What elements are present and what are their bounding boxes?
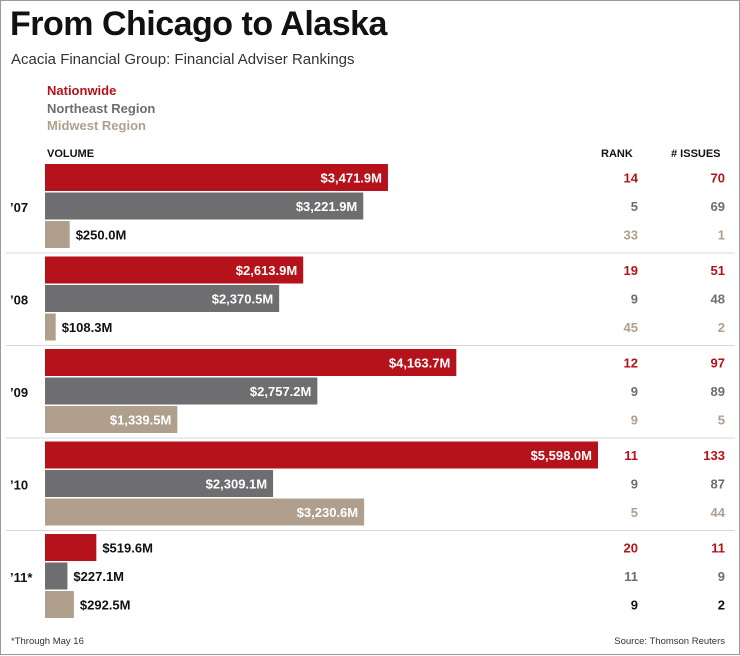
value-label-midwest-3: $3,230.6M bbox=[297, 505, 358, 520]
issues-northeast-1: 48 bbox=[711, 292, 725, 307]
rank-nationwide-3: 11 bbox=[624, 448, 638, 463]
value-label-northeast-4: $227.1M bbox=[73, 569, 124, 584]
rank-nationwide-1: 19 bbox=[624, 263, 638, 278]
bar-nationwide-2 bbox=[45, 349, 457, 376]
rank-midwest-3: 5 bbox=[631, 505, 638, 520]
bar-midwest-1 bbox=[45, 313, 56, 341]
year-label-1: ’08 bbox=[10, 292, 28, 307]
rank-nationwide-4: 20 bbox=[624, 541, 638, 556]
rank-nationwide-2: 12 bbox=[624, 356, 638, 371]
bar-midwest-4 bbox=[45, 591, 74, 618]
issues-nationwide-3: 133 bbox=[703, 448, 725, 463]
legend-midwest: Midwest Region bbox=[47, 118, 146, 133]
bar-midwest-3 bbox=[45, 498, 365, 526]
bar-northeast-0 bbox=[45, 192, 364, 220]
bar-northeast-4 bbox=[45, 562, 68, 590]
rank-midwest-4: 9 bbox=[631, 598, 638, 613]
issues-nationwide-4: 11 bbox=[711, 541, 725, 556]
rank-midwest-2: 9 bbox=[631, 413, 638, 428]
issues-nationwide-0: 70 bbox=[711, 171, 725, 186]
column-header-rank: RANK bbox=[601, 148, 633, 160]
issues-midwest-3: 44 bbox=[711, 505, 726, 520]
bar-northeast-2 bbox=[45, 377, 318, 405]
issues-midwest-4: 2 bbox=[718, 598, 725, 613]
value-label-northeast-3: $2,309.1M bbox=[206, 477, 267, 492]
value-label-northeast-2: $2,757.2M bbox=[250, 384, 311, 399]
chart-title: From Chicago to Alaska bbox=[10, 5, 387, 43]
rank-northeast-1: 9 bbox=[631, 292, 638, 307]
value-label-midwest-1: $108.3M bbox=[62, 320, 113, 335]
rank-northeast-0: 5 bbox=[631, 199, 638, 214]
value-label-nationwide-1: $2,613.9M bbox=[236, 263, 297, 278]
bar-midwest-0 bbox=[45, 221, 70, 248]
issues-nationwide-2: 97 bbox=[711, 356, 725, 371]
issues-midwest-1: 2 bbox=[718, 320, 725, 335]
column-header-volume: VOLUME bbox=[47, 148, 95, 160]
rank-midwest-1: 45 bbox=[624, 320, 638, 335]
issues-nationwide-1: 51 bbox=[711, 263, 725, 278]
value-label-midwest-4: $292.5M bbox=[80, 598, 131, 613]
rank-northeast-2: 9 bbox=[631, 384, 638, 399]
year-label-2: ’09 bbox=[10, 385, 28, 400]
year-label-3: ’10 bbox=[10, 477, 28, 492]
value-label-northeast-1: $2,370.5M bbox=[212, 292, 273, 307]
bar-northeast-1 bbox=[45, 285, 280, 312]
issues-midwest-2: 5 bbox=[718, 413, 725, 428]
bar-nationwide-0 bbox=[45, 164, 388, 191]
issues-northeast-4: 9 bbox=[718, 569, 725, 584]
rank-northeast-4: 11 bbox=[624, 569, 638, 584]
bar-nationwide-4 bbox=[45, 534, 97, 561]
issues-midwest-0: 1 bbox=[718, 228, 725, 243]
rank-midwest-0: 33 bbox=[624, 228, 638, 243]
year-label-0: ’07 bbox=[10, 200, 28, 215]
year-label-4: ’11* bbox=[10, 570, 33, 585]
value-label-nationwide-3: $5,598.0M bbox=[531, 448, 592, 463]
value-label-midwest-0: $250.0M bbox=[76, 228, 127, 243]
column-header-issues: # ISSUES bbox=[671, 148, 721, 160]
value-label-nationwide-4: $519.6M bbox=[102, 541, 153, 556]
legend-northeast: Northeast Region bbox=[47, 100, 156, 116]
legend-nationwide: Nationwide bbox=[47, 83, 117, 98]
source-note: Source: Thomson Reuters bbox=[614, 636, 725, 647]
legend: Nationwide Northeast Region Midwest Regi… bbox=[47, 82, 155, 135]
bar-nationwide-1 bbox=[45, 256, 304, 284]
rank-northeast-3: 9 bbox=[631, 477, 638, 492]
footnote: *Through May 16 bbox=[11, 636, 84, 647]
issues-northeast-0: 69 bbox=[711, 199, 725, 214]
bar-northeast-3 bbox=[45, 470, 274, 497]
issues-northeast-3: 87 bbox=[711, 477, 725, 492]
value-label-nationwide-0: $3,471.9M bbox=[321, 171, 382, 186]
value-label-nationwide-2: $4,163.7M bbox=[389, 356, 450, 371]
rank-nationwide-0: 14 bbox=[624, 171, 639, 186]
value-label-midwest-2: $1,339.5M bbox=[110, 413, 171, 428]
bar-midwest-2 bbox=[45, 406, 178, 433]
value-label-northeast-0: $3,221.9M bbox=[296, 199, 357, 214]
issues-northeast-2: 89 bbox=[711, 384, 725, 399]
chart-subtitle: Acacia Financial Group: Financial Advise… bbox=[11, 51, 355, 68]
bar-nationwide-3 bbox=[45, 441, 598, 469]
